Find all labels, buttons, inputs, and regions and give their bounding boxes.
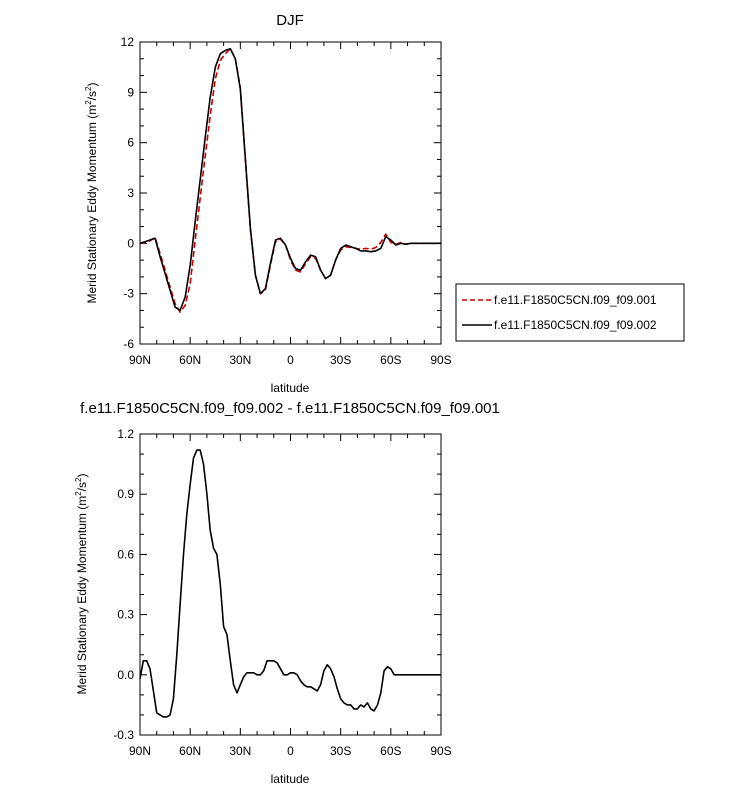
top-xtick-label: 30S (330, 353, 351, 367)
top-xtick-label: 60S (380, 353, 401, 367)
bottom-x-tick-labels: 90N 60N 30N 0 30S 60S 90S (129, 744, 452, 758)
bottom-axis-ticks (139, 433, 442, 736)
top-panel: DJF -6 -3 0 3 6 9 12 90N 60N 30N 0 30S 60S 90S latit… (84, 12, 452, 395)
bottom-series-group (139, 449, 441, 718)
top-ytick-label: 12 (121, 35, 135, 49)
top-series-line-0 (139, 47, 441, 313)
bottom-xtick-label: 30N (229, 744, 251, 758)
bottom-plot-frame (139, 433, 442, 736)
top-series-group (139, 47, 441, 313)
top-y-label-sup2: 2 (84, 86, 93, 91)
legend: f.e11.F1850C5CN.f09_f09.001 f.e11.F1850C… (455, 283, 685, 342)
top-y-label-mid: /s (85, 91, 99, 100)
top-ytick-label: 0 (127, 236, 134, 250)
top-y-axis-label: Merid Stationary Eddy Momentum (m2/s2) (84, 83, 99, 304)
bottom-ytick-label: 1.2 (117, 427, 134, 441)
top-y-label-end: ) (85, 83, 99, 87)
bottom-panel: f.e11.F1850C5CN.f09_f09.002 - f.e11.F185… (74, 400, 500, 786)
top-ytick-label: 9 (127, 85, 134, 99)
bottom-xtick-label: 60N (179, 744, 201, 758)
top-ytick-label: -3 (123, 287, 134, 301)
bottom-ytick-label: 0.9 (117, 487, 134, 501)
bottom-ytick-label: 0.6 (117, 547, 134, 561)
bottom-ytick-label: -0.3 (113, 728, 134, 742)
top-ytick-label: 6 (127, 136, 134, 150)
top-chart-title: DJF (276, 12, 304, 29)
top-y-label-sup1: 2 (84, 100, 93, 105)
bottom-xtick-label: 90S (430, 744, 451, 758)
bottom-y-label-end: ) (75, 474, 89, 478)
top-ytick-label: 3 (127, 186, 134, 200)
top-y-tick-labels: -6 -3 0 3 6 9 12 (121, 35, 135, 351)
bottom-y-tick-labels: -0.3 0.0 0.3 0.6 0.9 1.2 (113, 427, 134, 742)
bottom-y-label-sup2: 2 (74, 477, 83, 482)
bottom-xtick-label: 60S (380, 744, 401, 758)
top-ytick-label: -6 (123, 337, 134, 351)
bottom-xtick-label: 30S (330, 744, 351, 758)
bottom-series-line-0 (139, 449, 441, 718)
top-xtick-label: 0 (287, 353, 294, 367)
top-xtick-label: 30N (229, 353, 251, 367)
bottom-y-axis-label: Merid Stationary Eddy Momentum (m2/s2) (74, 474, 89, 695)
bottom-xtick-label: 0 (287, 744, 294, 758)
top-x-axis-label: latitude (271, 381, 310, 395)
bottom-ytick-label: 0.0 (117, 668, 134, 682)
legend-label-series-002: f.e11.F1850C5CN.f09_f09.002 (494, 318, 657, 332)
top-series-line-1 (139, 47, 441, 312)
bottom-x-axis-label: latitude (271, 772, 310, 786)
legend-box (455, 283, 685, 342)
top-x-tick-labels: 90N 60N 30N 0 30S 60S 90S (129, 353, 452, 367)
top-xtick-label: 90S (430, 353, 451, 367)
bottom-y-label-sup1: 2 (74, 491, 83, 496)
legend-label-series-001: f.e11.F1850C5CN.f09_f09.001 (494, 293, 657, 307)
bottom-xtick-label: 90N (129, 744, 151, 758)
bottom-ytick-label: 0.3 (117, 608, 134, 622)
top-y-label-main: Merid Stationary Eddy Momentum (m (85, 105, 99, 304)
bottom-chart-title: f.e11.F1850C5CN.f09_f09.002 - f.e11.F185… (80, 400, 500, 417)
top-xtick-label: 60N (179, 353, 201, 367)
bottom-y-label-main: Merid Stationary Eddy Momentum (m (75, 496, 89, 695)
bottom-y-label-mid: /s (75, 482, 89, 491)
top-xtick-label: 90N (129, 353, 151, 367)
